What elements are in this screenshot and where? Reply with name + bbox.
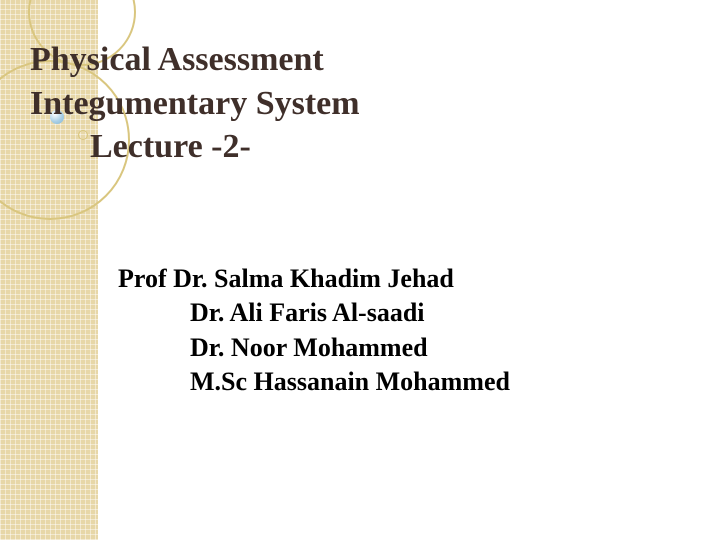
author-line-3: Dr. Noor Mohammed <box>118 331 510 365</box>
author-line-1: Prof Dr. Salma Khadim Jehad <box>118 262 510 296</box>
slide-title: Physical Assessment Integumentary System… <box>30 38 360 169</box>
title-line-2: Integumentary System <box>30 82 360 126</box>
author-line-4: M.Sc Hassanain Mohammed <box>118 365 510 399</box>
title-line-1: Physical Assessment <box>30 38 360 82</box>
author-line-2: Dr. Ali Faris Al-saadi <box>118 296 510 330</box>
authors-block: Prof Dr. Salma Khadim Jehad Dr. Ali Fari… <box>118 262 510 399</box>
title-line-3: Lecture -2- <box>30 125 360 169</box>
